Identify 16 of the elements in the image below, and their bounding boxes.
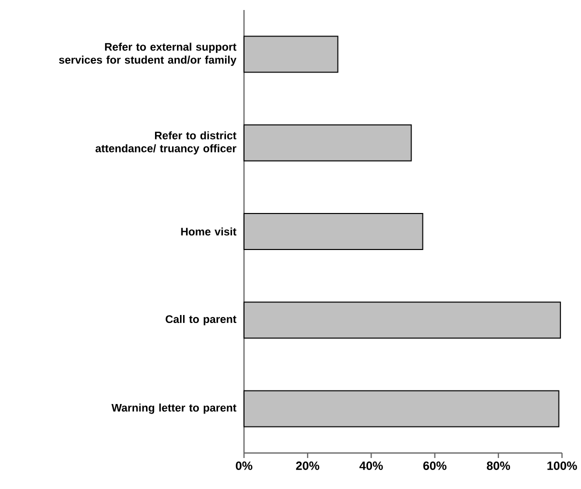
y-tick-label: Warning letter to parent	[111, 404, 236, 414]
bar	[244, 390, 560, 428]
y-tick-label: Call to parent	[166, 314, 236, 326]
x-tick-label: 20%	[296, 462, 320, 470]
x-tick-label: 100%	[547, 462, 577, 470]
bar	[244, 124, 412, 162]
x-tick-label: 60%	[423, 462, 446, 470]
x-tick-label: 80%	[486, 462, 510, 470]
y-tick-label: Home visit	[181, 227, 236, 236]
bar	[244, 302, 561, 339]
bar	[244, 212, 424, 250]
x-tick-label: 40%	[359, 462, 383, 470]
bar	[244, 36, 338, 73]
y-tick-label: Refer to district attendance/ truancy officer	[96, 131, 236, 154]
y-tick-label: Refer to external support services for student and/or family	[59, 42, 236, 66]
x-tick-label: 0%	[236, 462, 252, 470]
